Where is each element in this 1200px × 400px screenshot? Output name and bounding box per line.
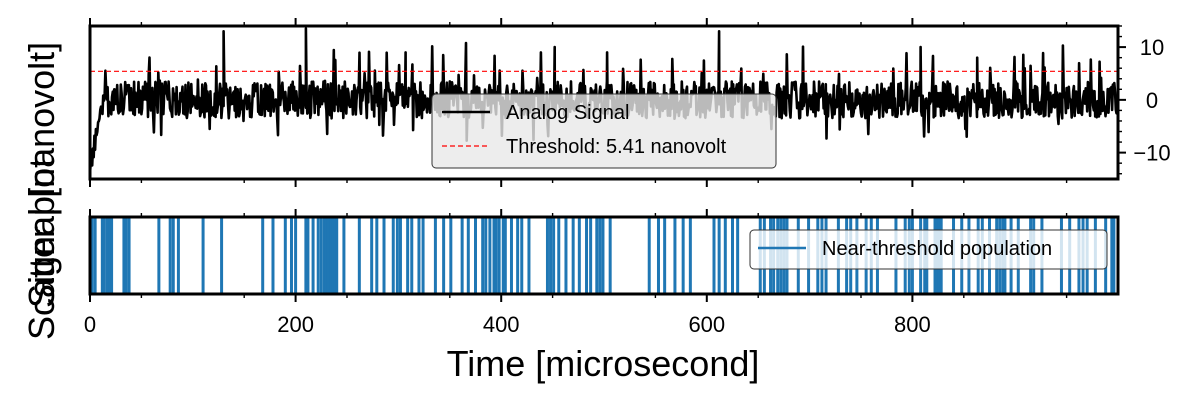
signal-panel-frame [88,24,1120,181]
scatter-panel-frame [88,215,1120,296]
signal-x-ticks [89,18,1068,187]
x-tick-label: 0 [84,312,96,337]
y-axis-label-scatter: Scatter plot [21,158,62,340]
signal-panel: −10 0 10 Analog Signal Threshold: 5.41 nan… [88,18,1171,187]
legend-population-label: Near-threshold population [822,238,1052,260]
scatter-legend: Near-threshold population [749,229,1108,270]
y-tick-label: −10 [1133,141,1170,166]
signal-y-ticks: −10 0 10 [1118,25,1171,175]
y-axis-label-signal: Signal [nanovolt] [21,42,62,308]
legend-analog-signal-label: Analog Signal [506,102,629,124]
signal-legend-box [431,93,777,169]
x-tick-label: 600 [688,312,725,337]
scatter-panel: 0 200 400 600 800 Near-threshold population [84,209,1120,337]
x-tick-label: 400 [483,312,520,337]
legend-threshold-label: Threshold: 5.41 nanovolt [506,136,727,158]
scatter-x-ticks: 0 200 400 600 800 [84,209,1068,337]
signal-legend: Analog Signal Threshold: 5.41 nanovolt [431,93,777,169]
x-axis-label: Time [microsecond] [447,343,760,384]
y-tick-label: 0 [1146,88,1158,113]
scatter-legend-box [749,229,1108,270]
x-tick-label: 200 [277,312,314,337]
y-tick-label: 10 [1140,35,1164,60]
x-tick-label: 800 [894,312,931,337]
